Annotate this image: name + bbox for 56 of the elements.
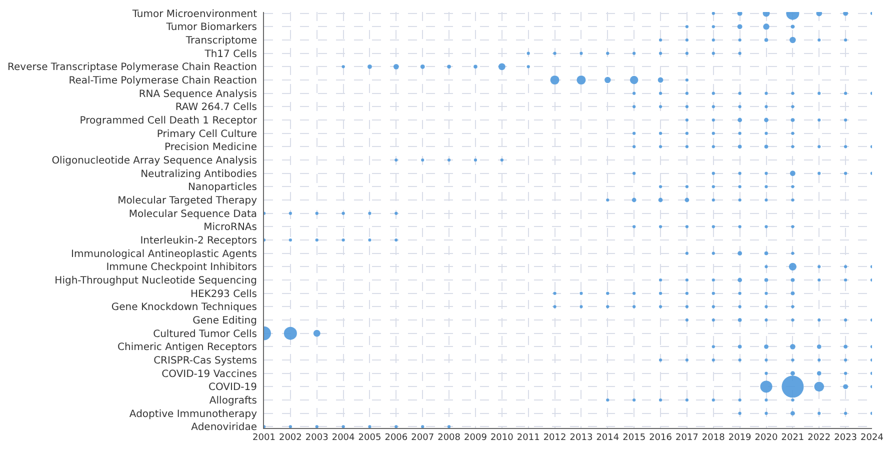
y-tick-label: RAW 264.7 Cells [175,102,257,114]
y-tick-label: Molecular Targeted Therapy [118,196,258,206]
x-tick-label: 2023 [834,432,858,443]
x-tick-label: 2012 [543,432,566,443]
y-tick-label: High-Throughput Nucleotide Sequencing [54,276,257,286]
y-tick-label: Tumor Biomarkers [165,22,257,34]
x-tick-label: 2002 [278,432,302,443]
y-tick-label: CRISPR-Cas Systems [154,356,257,366]
x-tick-label: 2017 [676,432,698,443]
x-tick-label: 2019 [728,432,752,443]
x-tick-label: 2003 [305,432,328,443]
y-tick-label: RNA Sequence Analysis [138,88,257,100]
y-tick-label: Real-Time Polymerase Chain Reaction [68,76,257,86]
x-tick-label: 2014 [596,432,620,443]
y-tick-label: Immune Checkpoint Inhibitors [106,262,257,274]
y-tick-label: Gene Knockdown Techniques [111,302,257,314]
y-tick-label: Nanoparticles [188,182,257,194]
y-tick-label: Th17 Cells [204,48,257,60]
x-tick-label: 2009 [464,432,488,443]
x-tick-label: 2024 [860,432,884,443]
y-tick-label: COVID-19 [208,382,257,394]
x-tick-label: 2010 [490,432,514,443]
y-tick-label: Immunological Antineoplastic Agents [71,248,257,260]
x-tick-label: 2001 [252,432,276,443]
x-tick-label: 2015 [622,432,646,443]
y-tick-label: Allografts [209,396,257,406]
y-tick-label: Interleukin-2 Receptors [140,236,257,246]
y-tick-label: Oligonucleotide Array Sequence Analysis [52,156,257,166]
x-tick-label: 2016 [649,432,672,443]
y-tick-label: Chimeric Antigen Receptors [118,342,257,354]
y-tick-label: Neutralizing Antibodies [140,168,257,180]
x-tick-label: 2005 [358,432,382,443]
y-tick-label: MicroRNAs [204,222,257,234]
x-tick-label: 2006 [384,432,408,443]
y-tick-label: Tumor Microenvironment [131,8,258,20]
x-tick-label: 2022 [808,432,831,443]
y-tick-label: Primary Cell Culture [156,128,257,140]
y-tick-label: COVID-19 Vaccines [162,368,257,380]
x-tick-label: 2021 [781,432,804,443]
y-tick-label: Adenoviridae [191,422,257,434]
x-tick-label: 2020 [754,432,778,443]
x-tick-label: 2018 [702,432,726,443]
x-tick-label: 2013 [570,432,593,443]
y-tick-label: Molecular Sequence Data [128,208,257,220]
y-tick-label: HEK293 Cells [190,288,257,300]
y-tick-label: Precision Medicine [164,142,257,154]
y-tick-label: Programmed Cell Death 1 Receptor [80,116,258,126]
x-tick-label: 2011 [516,432,540,443]
y-tick-label: Reverse Transcriptase Polymerase Chain Reaction [8,62,257,74]
x-tick-label: 2004 [332,432,356,443]
y-tick-label: Gene Editing [192,316,257,326]
y-tick-label: Adoptive Immunotherapy [129,408,258,420]
x-tick-label: 2007 [411,432,434,443]
y-tick-label: Cultured Tumor Cells [153,328,257,340]
x-tick-label: 2008 [438,432,461,443]
y-tick-label: Transcriptome [184,36,257,46]
